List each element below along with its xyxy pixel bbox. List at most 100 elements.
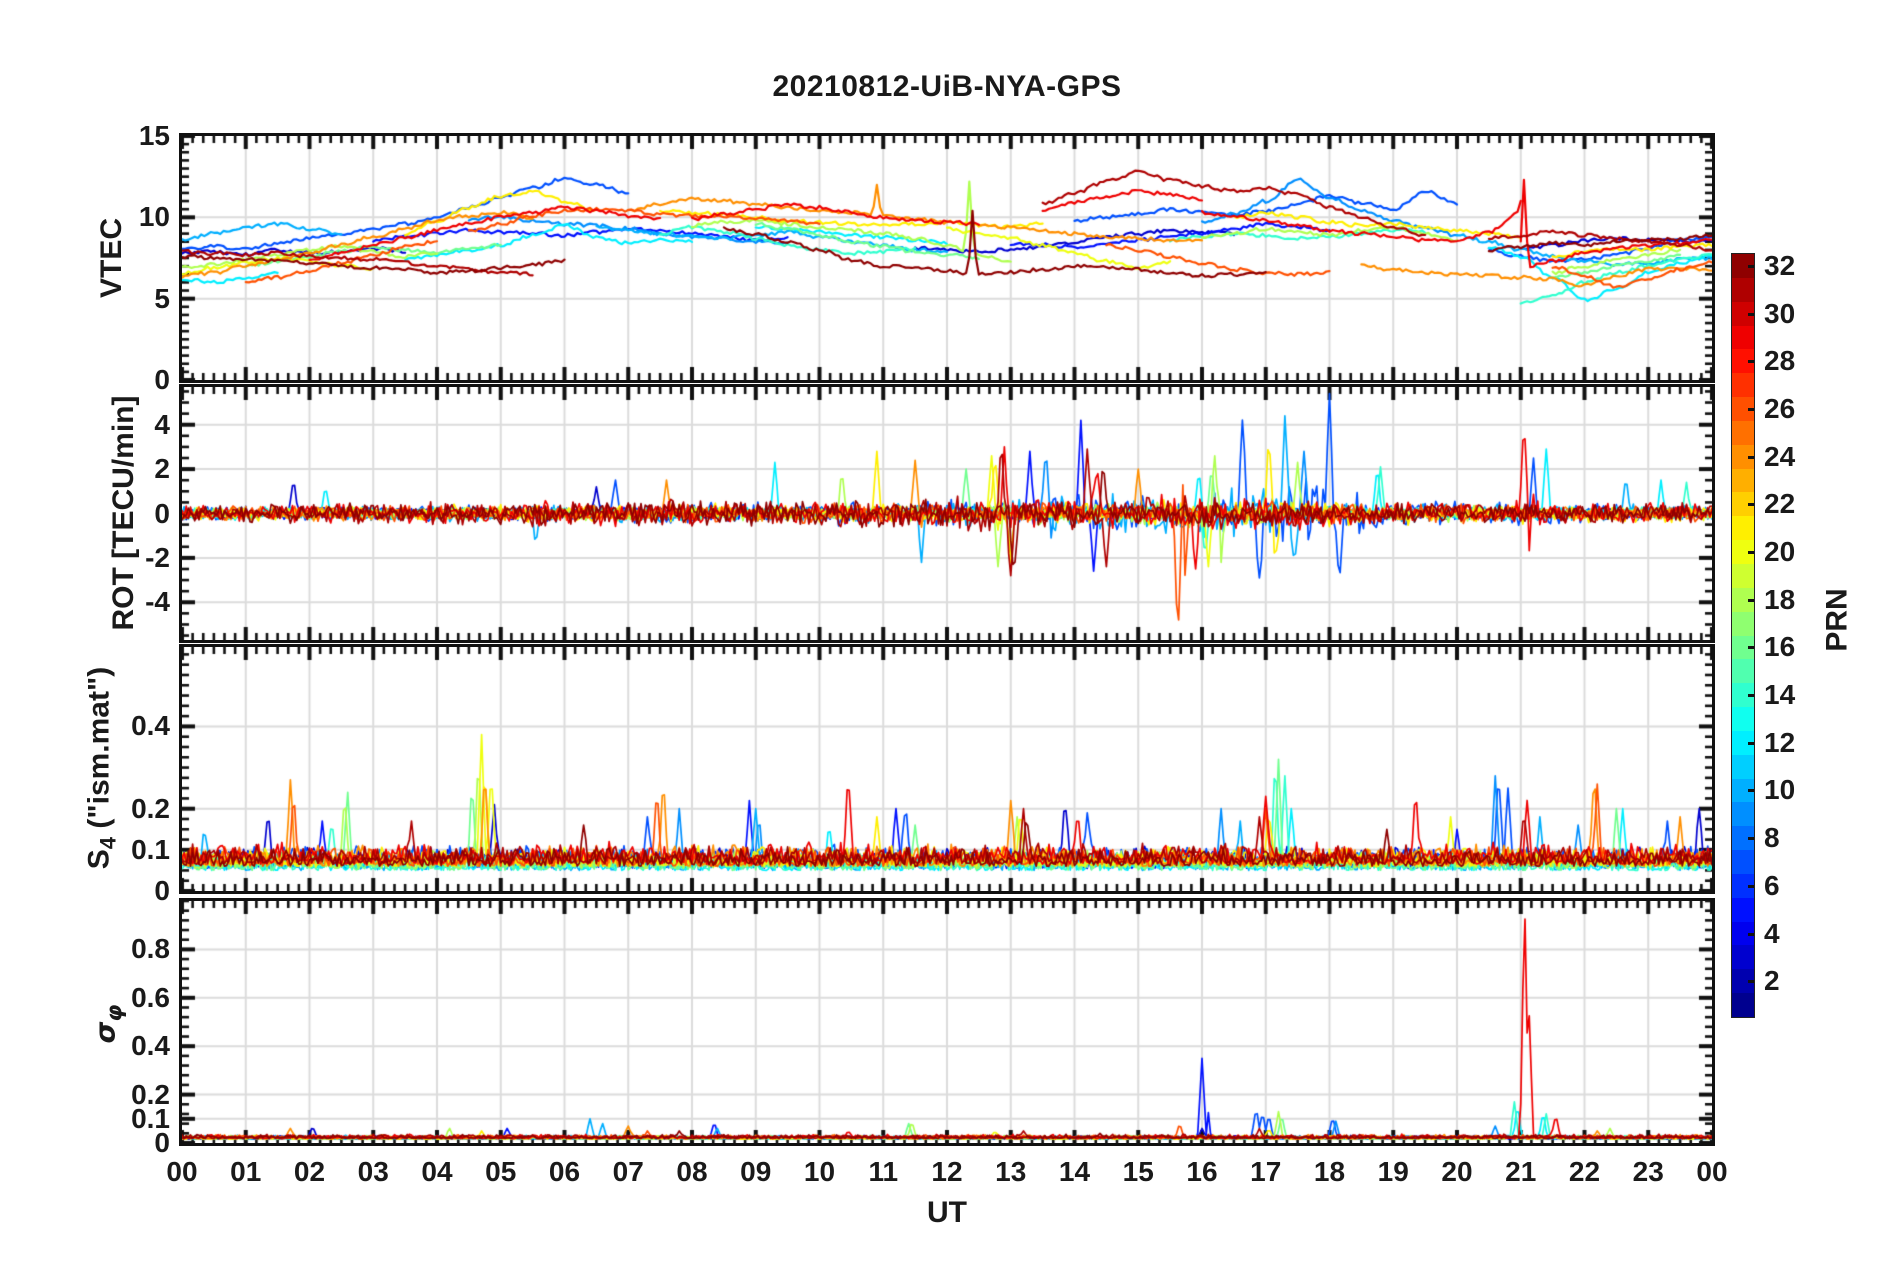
colorbar-tick-label: 22 [1764,488,1796,520]
x-tick-label: 09 [740,1156,772,1187]
x-tick-label: 03 [357,1156,389,1187]
colorbar-block [1732,420,1754,445]
colorbar-block [1732,993,1754,1017]
colorbar-block [1732,325,1754,350]
colorbar-block [1732,707,1754,731]
x-tick-label: 06 [548,1156,581,1187]
colorbar-tick-label: 12 [1764,726,1796,758]
y-tick-label: 4 [154,408,170,440]
x-tick-label: 12 [931,1156,963,1187]
x-tick-label: 23 [1632,1156,1664,1187]
colorbar-block [1732,969,1754,994]
colorbar-tick [1748,837,1754,841]
colorbar-tick-label: 14 [1764,679,1796,711]
x-tick-label: 16 [1186,1156,1218,1187]
colorbar-tick [1748,551,1754,555]
y-tick-label: -4 [145,586,170,618]
colorbar-tick-label: 4 [1764,917,1780,949]
y-tick-label: 0.6 [131,981,170,1013]
colorbar-tick [1748,264,1754,268]
colorbar-block [1732,945,1754,970]
x-tick-label: 20 [1441,1156,1473,1187]
y-tick-label: 15 [138,120,170,151]
colorbar-block [1732,778,1754,803]
colorbar-block [1732,373,1754,398]
x-tick-label: 15 [1122,1156,1154,1187]
chart-title: 20210812-UiB-NYA-GPS [772,70,1122,103]
colorbar-block [1732,277,1754,302]
colorbar-tick [1748,455,1754,459]
y-tick-label: 0.2 [131,792,170,824]
x-tick-label: 08 [676,1156,708,1187]
colorbar-block [1732,730,1754,755]
y-tick-label: 0 [154,875,170,906]
colorbar-block [1732,540,1754,564]
s4-canvas [182,647,1712,891]
x-axis-label: UT [927,1196,967,1229]
colorbar-block [1732,516,1754,541]
x-tick-label: 18 [1313,1156,1346,1187]
colorbar-tick-label: 32 [1764,249,1796,281]
colorbar-block [1732,254,1754,278]
colorbar-block [1732,921,1754,946]
colorbar-tick [1748,884,1754,888]
x-tick-label: 13 [995,1156,1027,1187]
y-tick-label: 0.8 [131,933,170,965]
y-tick-label: -2 [145,541,170,573]
y-tick-label: 0.4 [131,1030,170,1062]
colorbar-tick-label: 28 [1764,345,1796,377]
panel-s4 [179,644,1715,894]
y-tick-label: 10 [138,201,170,233]
x-tick-label: 19 [1377,1156,1409,1187]
colorbar-tick [1748,312,1754,316]
colorbar-block [1732,802,1754,827]
x-tick-label: 21 [1505,1156,1537,1187]
colorbar-block [1732,683,1754,708]
colorbar-tick-label: 16 [1764,631,1796,663]
y-tick-label: 2 [154,453,170,485]
colorbar-tick [1748,360,1754,364]
colorbar-tick-label: 18 [1764,583,1796,615]
vtec-canvas [182,136,1712,380]
y-tick-label: 0 [154,497,170,529]
x-tick-label: 10 [803,1156,836,1187]
x-tick-label: 00 [1696,1156,1728,1187]
colorbar-tick [1748,789,1754,793]
colorbar-tick-label: 20 [1764,536,1796,568]
colorbar-tick-label: 2 [1764,965,1780,997]
colorbar-block [1732,444,1754,469]
colorbar-block [1732,349,1754,374]
x-tick-label: 04 [421,1156,453,1187]
colorbar-block [1732,301,1754,326]
colorbar-tick [1748,598,1754,602]
panel-vtec [179,133,1715,383]
y-tick-label: 0 [154,364,170,395]
rot-canvas [182,387,1712,640]
colorbar-tick [1748,980,1754,984]
x-tick-label: 11 [868,1156,899,1187]
colorbar-block [1732,850,1754,874]
colorbar-label: PRN [1820,588,1854,652]
x-tick-label: 17 [1250,1156,1282,1187]
colorbar-tick-label: 8 [1764,822,1780,854]
colorbar-block [1732,611,1754,636]
panel-sigma [179,898,1715,1146]
colorbar-block [1732,587,1754,612]
colorbar-block [1732,754,1754,779]
x-tick-label: 02 [293,1156,326,1187]
colorbar-block [1732,397,1754,421]
colorbar-tick [1748,646,1754,650]
x-tick-label: 07 [612,1156,644,1187]
x-tick-label: 22 [1568,1156,1601,1187]
x-tick-label: 00 [166,1156,198,1187]
colorbar-block [1732,826,1754,851]
sigma-canvas [182,901,1712,1143]
y-tick-label: 0.1 [131,1102,170,1134]
colorbar-tick [1748,741,1754,745]
colorbar-tick [1748,407,1754,411]
x-tick-label: 05 [485,1156,517,1187]
colorbar-block [1732,492,1754,517]
colorbar-tick-label: 10 [1764,774,1796,806]
colorbar-tick [1748,503,1754,507]
